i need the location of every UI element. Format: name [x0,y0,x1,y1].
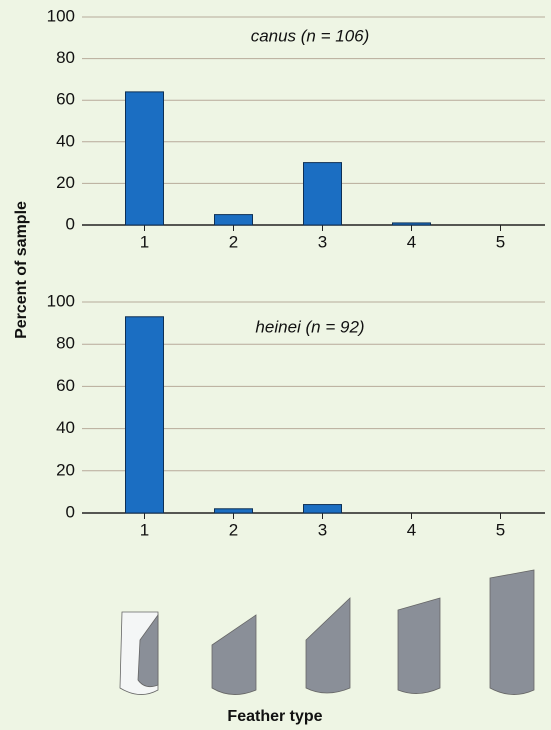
x-tick-label: 4 [407,232,416,251]
y-tick-label: 80 [56,334,75,353]
background [0,0,551,730]
y-tick-label: 80 [56,48,75,67]
y-tick-label: 40 [56,418,75,437]
bar [215,509,253,513]
y-tick-label: 100 [47,6,75,25]
y-axis-title: Percent of sample [13,201,30,339]
chart-title: canus (n = 106) [251,26,370,45]
x-tick-label: 5 [496,232,505,251]
bar [215,215,253,225]
x-tick-label: 5 [496,520,505,539]
chart: Percent of sample Feather type canus (n … [0,0,551,730]
x-tick-label: 1 [140,232,149,251]
y-tick-label: 20 [56,460,75,479]
y-tick-label: 0 [66,502,75,521]
x-tick-label: 4 [407,520,416,539]
x-tick-label: 3 [318,520,327,539]
y-tick-label: 100 [47,291,75,310]
y-tick-label: 60 [56,376,75,395]
bar [126,317,164,513]
y-tick-label: 0 [66,214,75,233]
x-tick-label: 3 [318,232,327,251]
x-tick-label: 1 [140,520,149,539]
y-tick-label: 40 [56,131,75,150]
bar [126,92,164,225]
bar [304,163,342,225]
x-tick-label: 2 [229,520,238,539]
y-tick-label: 20 [56,173,75,192]
chart-title: heinei (n = 92) [255,317,364,336]
x-axis-title: Feather type [227,708,322,725]
y-tick-label: 60 [56,90,75,109]
bar [304,505,342,513]
bar [393,223,431,225]
x-tick-label: 2 [229,232,238,251]
